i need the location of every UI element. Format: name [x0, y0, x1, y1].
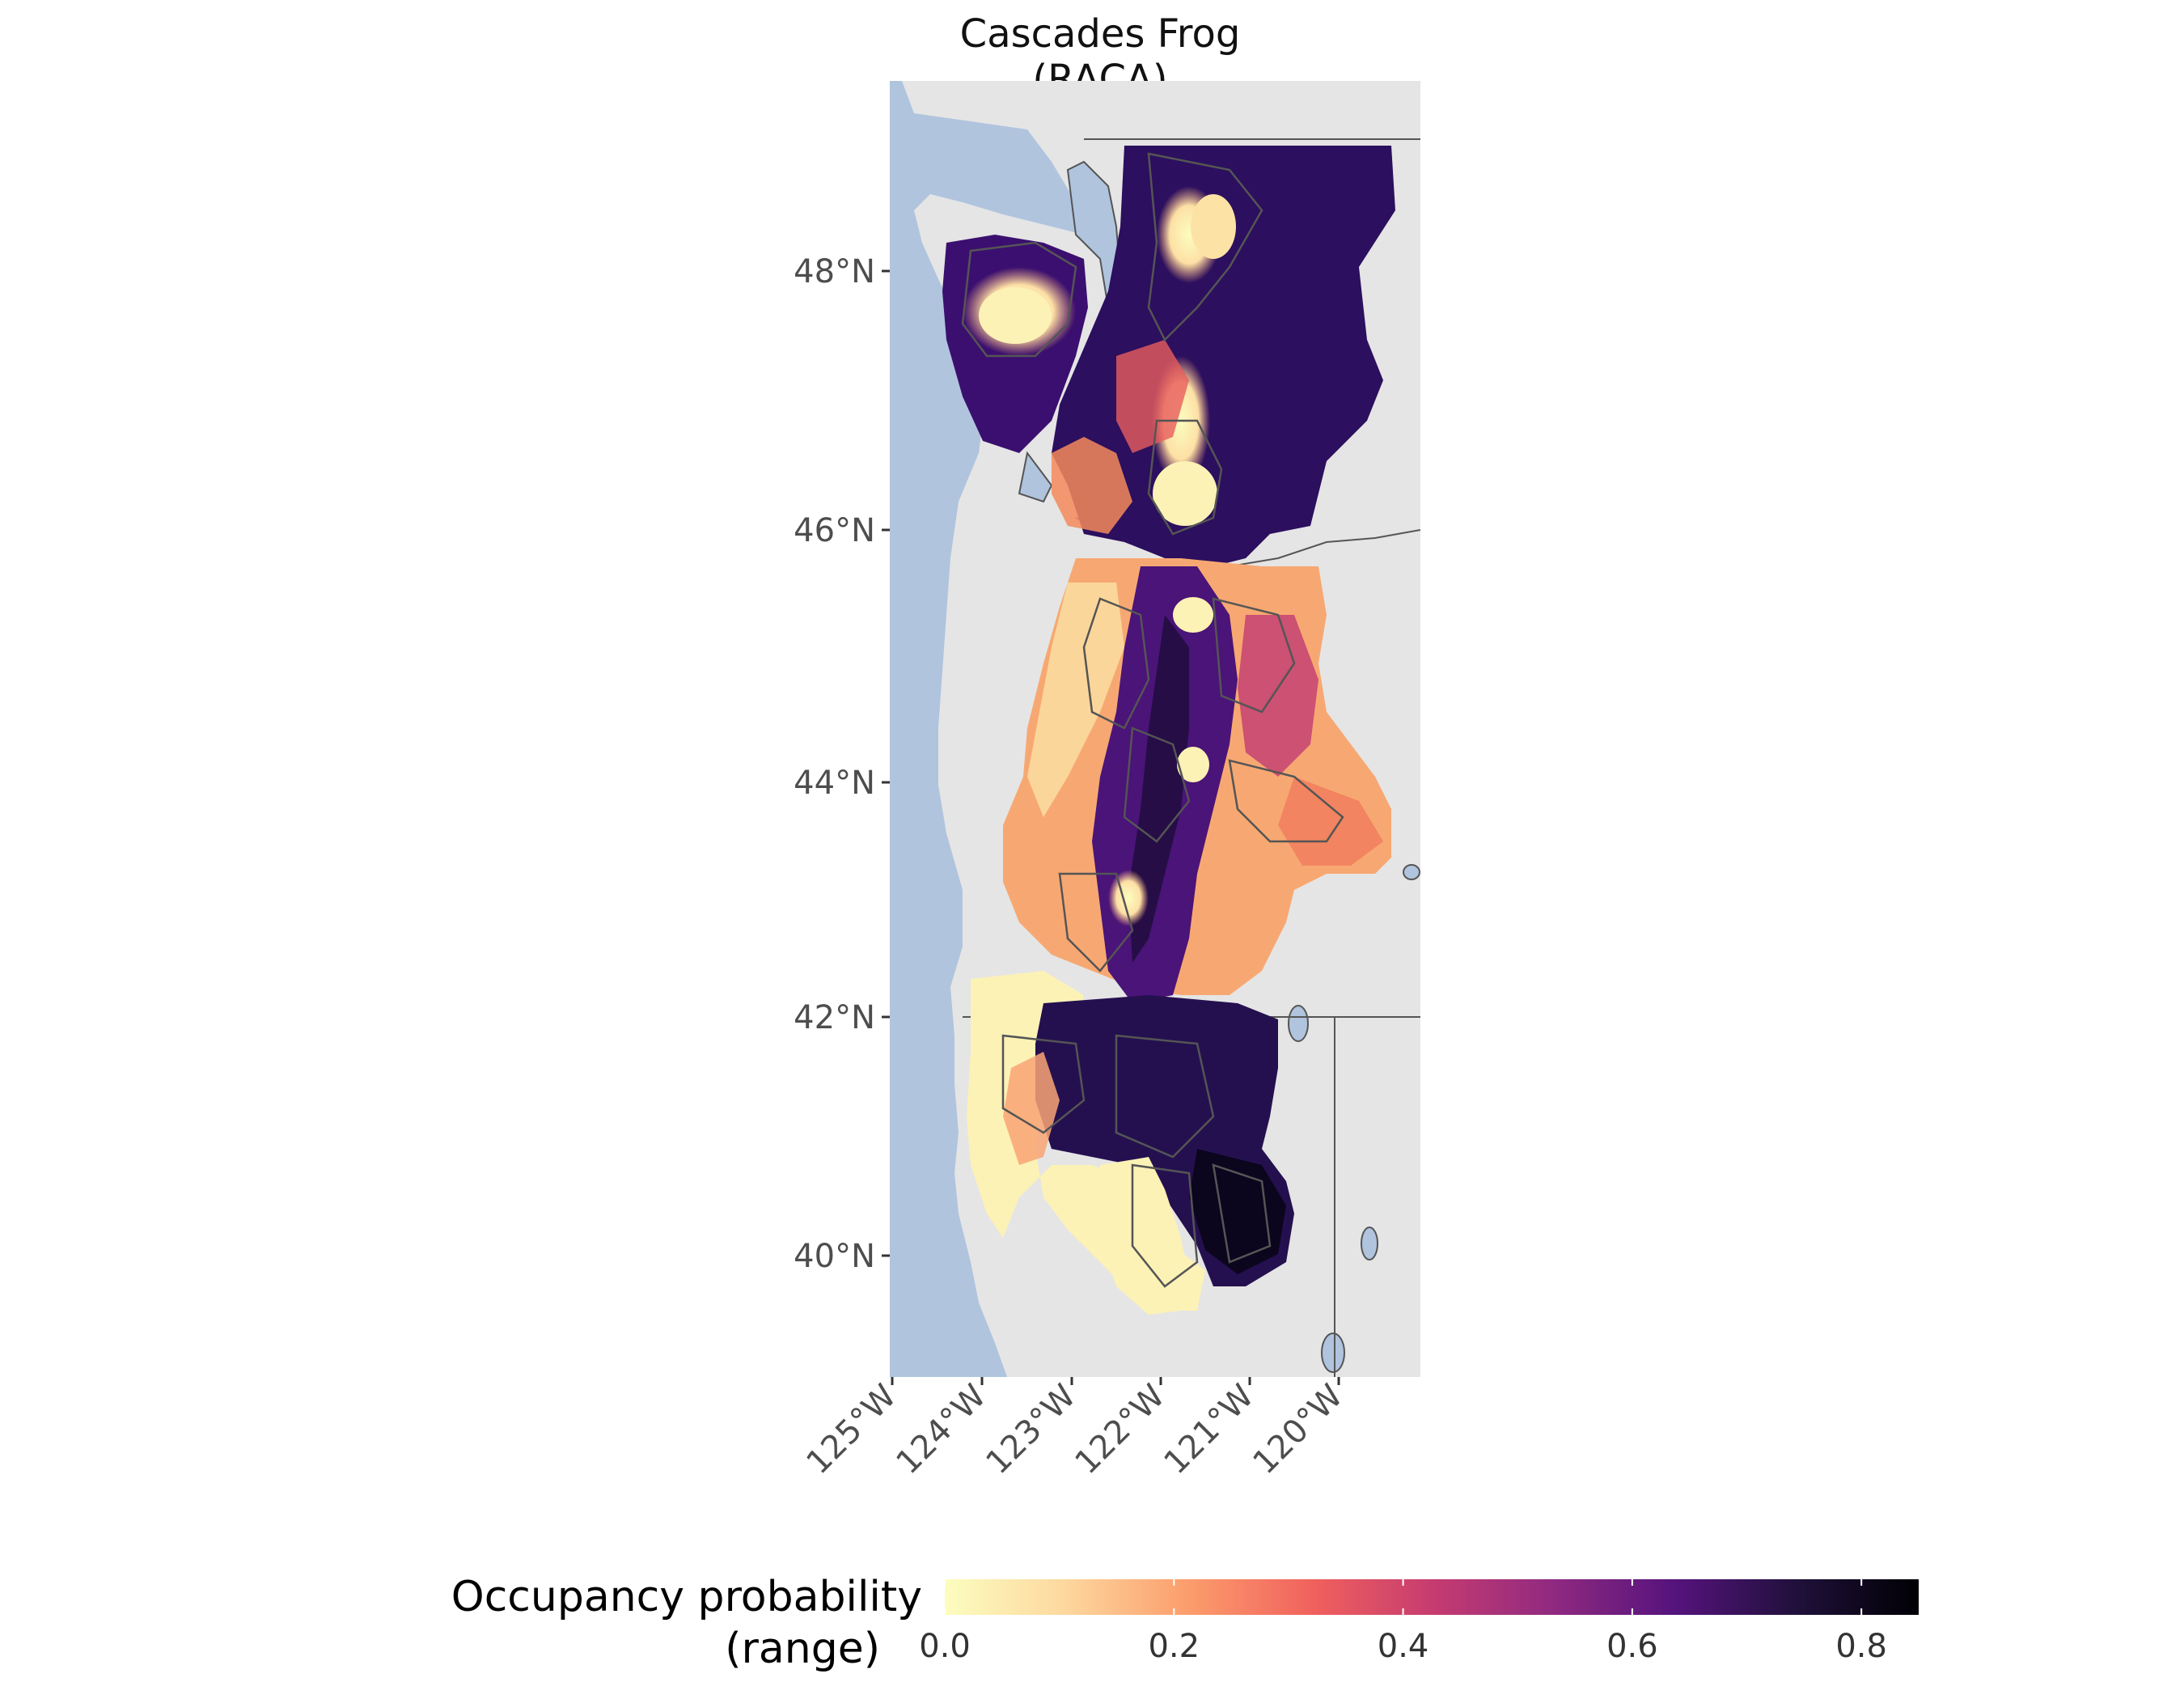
lon-tick-label: 124°W	[889, 1378, 993, 1482]
lat-tick-label: 42°N	[794, 999, 875, 1036]
map-panel	[890, 81, 1420, 1377]
lon-tick-label: 123°W	[979, 1378, 1083, 1482]
map-title: Cascades Frog (RACA)	[959, 11, 1241, 102]
lat-tick-label: 46°N	[794, 512, 875, 549]
legend-title-line1: Occupancy probability	[451, 1573, 922, 1621]
lon-tick-label: 122°W	[1068, 1378, 1172, 1482]
legend-title-line2: (range)	[725, 1625, 880, 1673]
legend-tick-label: 0.2	[1148, 1628, 1200, 1665]
lat-axis	[882, 269, 890, 1257]
lat-tick-label: 44°N	[794, 765, 875, 802]
legend-tick-label: 0.0	[919, 1628, 971, 1665]
lon-tick-label: 121°W	[1157, 1378, 1261, 1482]
lat-tick-label: 40°N	[794, 1238, 875, 1275]
lon-tick-label: 120°W	[1246, 1378, 1350, 1482]
lon-tick-label: 125°W	[799, 1378, 904, 1482]
lon-axis	[891, 1377, 1340, 1385]
legend-tick-label: 0.4	[1378, 1628, 1429, 1665]
legend-tick-label: 0.6	[1606, 1628, 1658, 1665]
legend-colorbar: 0.0 0.2 0.4 0.6 0.8	[919, 1579, 1919, 1665]
legend-tick-label: 0.8	[1835, 1628, 1887, 1665]
legend-title: Occupancy probability (range)	[340, 1571, 922, 1675]
lat-tick-label: 48°N	[794, 253, 875, 290]
protected-area-outlines	[961, 152, 1344, 1288]
occupancy-surface	[942, 146, 1395, 1315]
